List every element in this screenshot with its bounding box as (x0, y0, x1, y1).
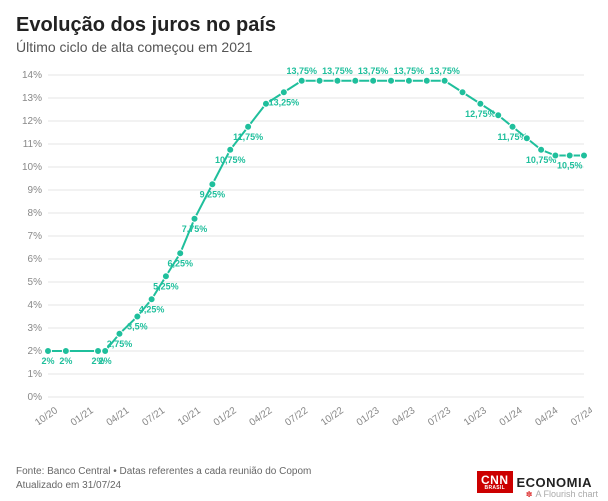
svg-text:14%: 14% (22, 70, 42, 81)
svg-text:9,25%: 9,25% (200, 189, 226, 199)
svg-text:07/22: 07/22 (283, 405, 310, 425)
svg-text:10,5%: 10,5% (557, 161, 583, 171)
svg-text:6,25%: 6,25% (167, 258, 193, 268)
svg-text:9%: 9% (28, 185, 43, 196)
svg-text:01/24: 01/24 (498, 405, 525, 425)
cnn-logo: CNN BRASIL (477, 471, 513, 493)
svg-text:01/21: 01/21 (69, 405, 96, 425)
svg-text:12%: 12% (22, 116, 42, 127)
svg-text:7%: 7% (28, 231, 43, 242)
svg-text:07/24: 07/24 (569, 405, 592, 425)
svg-text:2%: 2% (28, 346, 43, 357)
svg-text:2%: 2% (99, 356, 112, 366)
svg-text:0%: 0% (28, 392, 43, 403)
svg-text:10/22: 10/22 (319, 405, 346, 425)
svg-text:7,75%: 7,75% (182, 224, 208, 234)
svg-text:13,75%: 13,75% (358, 66, 389, 76)
chart-container: Evolução dos juros no país Último ciclo … (0, 0, 608, 501)
svg-text:13,75%: 13,75% (286, 66, 317, 76)
svg-text:10/21: 10/21 (176, 405, 203, 425)
svg-text:1%: 1% (28, 369, 43, 380)
svg-text:3%: 3% (28, 323, 43, 334)
svg-text:2%: 2% (41, 356, 54, 366)
chart-footer: Fonte: Banco Central • Datas referentes … (16, 465, 592, 493)
svg-text:13,25%: 13,25% (269, 97, 300, 107)
svg-text:10%: 10% (22, 162, 42, 173)
svg-text:4,25%: 4,25% (139, 304, 165, 314)
svg-text:13,75%: 13,75% (429, 66, 460, 76)
source-text: Fonte: Banco Central • Datas referentes … (16, 465, 311, 493)
svg-text:07/23: 07/23 (426, 405, 453, 425)
svg-text:11,75%: 11,75% (233, 132, 263, 142)
svg-text:11%: 11% (23, 139, 42, 150)
svg-text:13,75%: 13,75% (394, 66, 425, 76)
svg-text:04/22: 04/22 (248, 405, 275, 425)
svg-text:13,75%: 13,75% (322, 66, 353, 76)
svg-text:2%: 2% (59, 356, 72, 366)
svg-text:01/22: 01/22 (212, 405, 239, 425)
svg-text:04/24: 04/24 (533, 405, 560, 425)
svg-text:07/21: 07/21 (140, 405, 167, 425)
flourish-attribution: A Flourish chart (526, 489, 598, 499)
svg-text:3,5%: 3,5% (127, 322, 148, 332)
svg-text:12,75%: 12,75% (465, 109, 496, 119)
economia-text: ECONOMIA (517, 475, 593, 490)
source-line-2: Atualizado em 31/07/24 (16, 479, 311, 493)
cnn-brasil-text: BRASIL (481, 486, 509, 491)
source-line-1: Fonte: Banco Central • Datas referentes … (16, 465, 311, 479)
svg-text:10/20: 10/20 (33, 405, 60, 425)
svg-text:10/23: 10/23 (462, 405, 489, 425)
svg-text:5%: 5% (28, 277, 43, 288)
svg-text:5,25%: 5,25% (153, 281, 179, 291)
svg-text:2,75%: 2,75% (107, 339, 133, 349)
svg-text:11,75%: 11,75% (498, 132, 528, 142)
svg-text:04/23: 04/23 (390, 405, 417, 425)
svg-text:13%: 13% (22, 93, 42, 104)
svg-text:10,75%: 10,75% (215, 155, 246, 165)
chart-title: Evolução dos juros no país (16, 14, 592, 37)
svg-text:6%: 6% (28, 254, 43, 265)
chart-area: 0% 1% 2% 3% 4% 5% 6% 7% 8% 9% 10% 11% 12% 13% 14% 10/20… (16, 65, 592, 457)
svg-text:4%: 4% (28, 300, 43, 311)
chart-subtitle: Último ciclo de alta começou em 2021 (16, 39, 592, 55)
line-chart-svg: 0% 1% 2% 3% 4% 5% 6% 7% 8% 9% 10% 11% 12% 13% 14% 10/20… (16, 65, 592, 425)
svg-text:04/21: 04/21 (105, 405, 132, 425)
svg-text:01/23: 01/23 (355, 405, 382, 425)
svg-text:8%: 8% (28, 208, 43, 219)
